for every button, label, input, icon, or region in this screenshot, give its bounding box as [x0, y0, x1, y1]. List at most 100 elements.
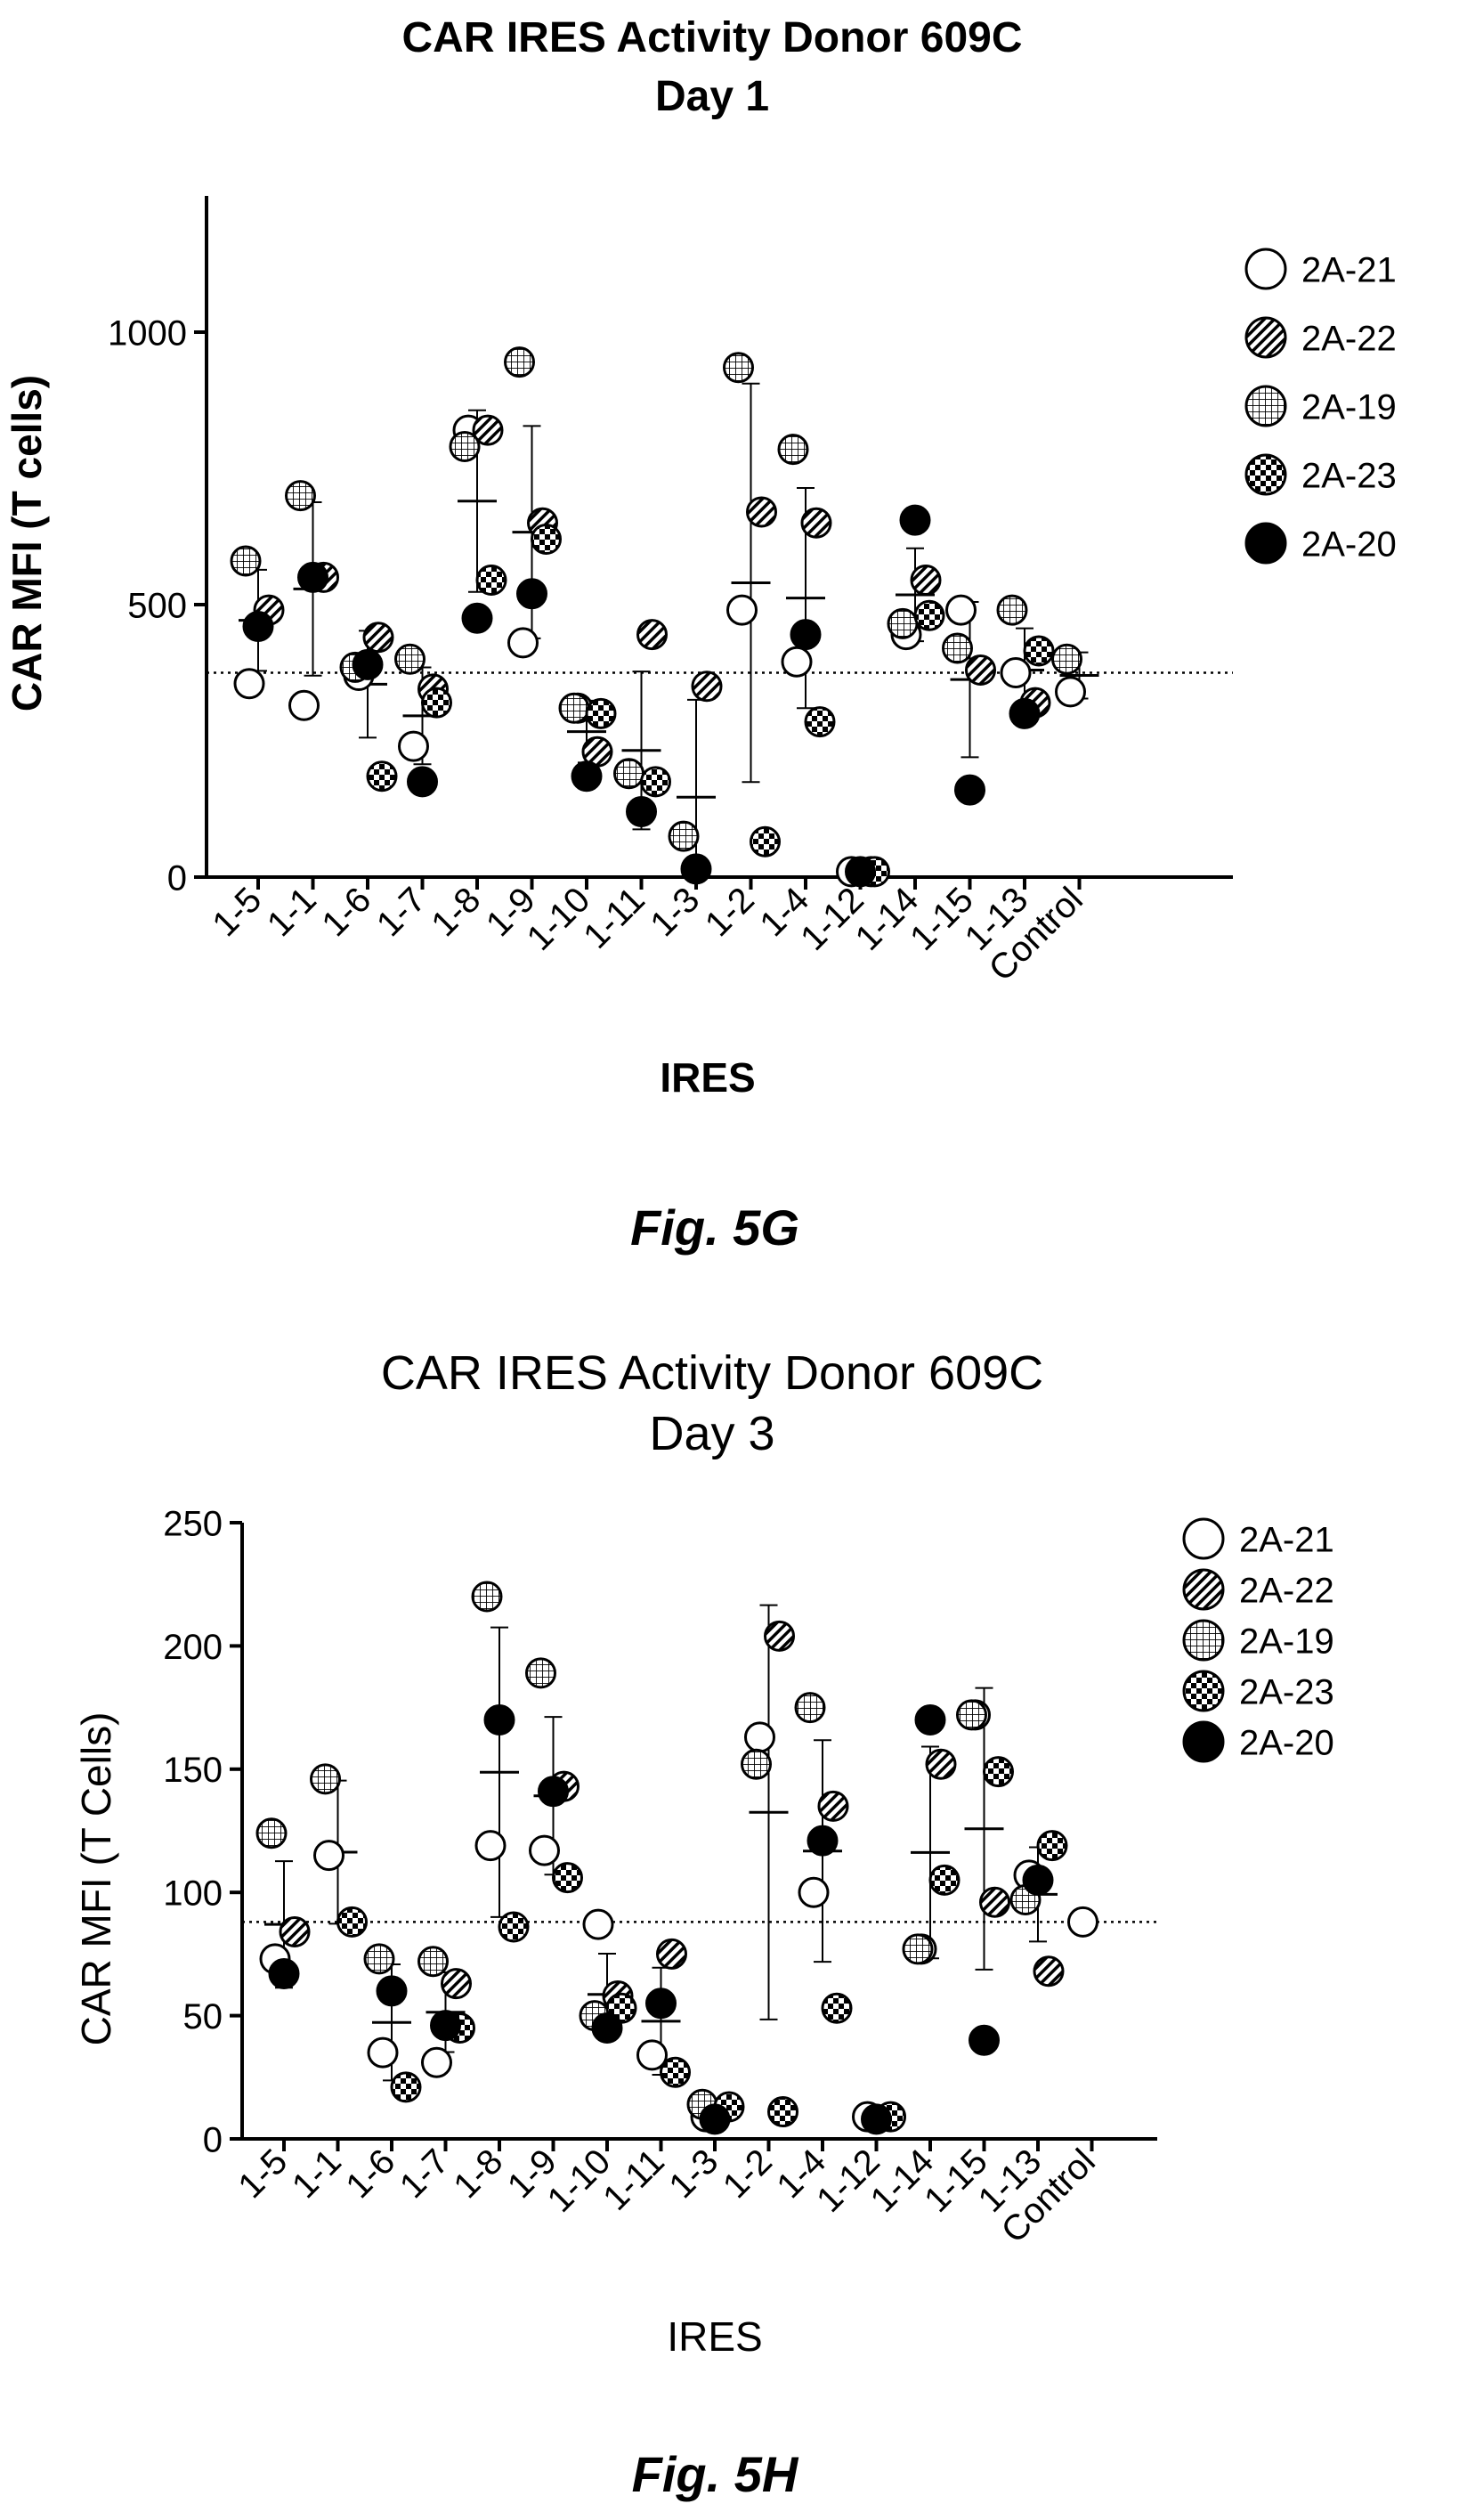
data-point-2A-23 [640, 766, 671, 798]
data-point-2A-19 [417, 1946, 449, 1978]
legend-label: 2A-23 [1301, 456, 1397, 495]
data-point-2A-23 [767, 2096, 798, 2128]
data-point-2A-20 [483, 1703, 515, 1736]
legend-marker-2A-21 [1182, 1517, 1225, 1560]
chart2-x-ticks: 1-51-11-61-71-81-91-101-111-31-21-41-121… [231, 2139, 1103, 2251]
chart2-y-label: CAR MFI (T Cells) [73, 1712, 119, 2046]
data-point-2A-20 [954, 774, 985, 806]
data-point-2A-19 [525, 1657, 556, 1689]
y-tick-label: 0 [167, 858, 187, 898]
legend-marker-2A-22 [1244, 316, 1287, 359]
y-tick-label: 250 [163, 1504, 223, 1543]
legend-label: 2A-19 [1239, 1622, 1334, 1661]
chart2-data-points [255, 1581, 1098, 2135]
chart1-subtitle: Day 1 [655, 73, 769, 120]
x-tick-label: 1-2 [716, 2142, 780, 2206]
data-point-2A-21 [313, 1840, 344, 1872]
legend-label: 2A-21 [1301, 250, 1397, 289]
data-point-2A-23 [390, 2071, 422, 2103]
y-tick-label: 200 [163, 1628, 223, 1667]
legend-marker-2A-23 [1244, 453, 1287, 496]
data-point-2A-19 [777, 434, 809, 466]
x-tick-label: 1-5 [205, 880, 269, 944]
data-point-2A-23 [552, 1862, 583, 1894]
data-point-2A-23 [421, 687, 452, 719]
legend-marker-2A-21 [1244, 248, 1287, 290]
chart1-title: CAR IRES Activity Donor 609C [401, 14, 1022, 61]
data-point-2A-19 [394, 643, 426, 675]
chart1-data-points [230, 346, 1099, 888]
data-point-2A-20 [407, 766, 438, 798]
y-tick-label: 1000 [108, 313, 187, 353]
data-point-2A-19 [942, 632, 973, 664]
legend-marker-2A-22 [1182, 1568, 1225, 1611]
chart1-x-ticks: 1-51-11-61-71-81-91-101-111-31-21-41-121… [205, 877, 1090, 989]
x-tick-label: 1-5 [231, 2142, 295, 2206]
x-tick-label: 1-1 [260, 880, 324, 944]
data-point-2A-19 [363, 1943, 395, 1975]
data-point-2A-20 [914, 1703, 946, 1736]
data-point-2A-23 [983, 1756, 1014, 1788]
data-point-2A-23 [1036, 1830, 1068, 1862]
data-point-2A-19 [902, 1933, 934, 1965]
data-point-2A-20 [1009, 697, 1041, 729]
legend-marker-2A-19 [1182, 1619, 1225, 1662]
data-point-2A-21 [1000, 657, 1032, 688]
data-point-2A-19 [1051, 643, 1082, 675]
data-point-2A-23 [913, 599, 945, 631]
chart2-subtitle: Day 3 [649, 1407, 774, 1460]
data-point-2A-21 [726, 594, 758, 626]
chart2-title: CAR IRES Activity Donor 609C [381, 1346, 1043, 1400]
data-point-2A-20 [790, 619, 822, 651]
data-point-2A-19 [741, 1748, 772, 1780]
y-tick-label: 0 [203, 2120, 223, 2159]
y-tick-label: 150 [163, 1751, 223, 1790]
x-tick-label: 1-7 [369, 880, 434, 944]
data-point-2A-22 [764, 1620, 795, 1652]
y-tick-label: 100 [163, 1874, 223, 1914]
data-point-2A-19 [723, 352, 754, 384]
data-point-2A-19 [996, 594, 1028, 626]
data-point-2A-23 [1023, 635, 1055, 667]
x-tick-label: 1-11 [596, 2142, 672, 2218]
data-point-2A-19 [558, 692, 590, 724]
data-point-2A-22 [910, 564, 942, 596]
figure-caption-5h: Fig. 5H [632, 2446, 799, 2502]
chart2-x-label: IRES [667, 2313, 762, 2360]
legend-label: 2A-20 [1239, 1723, 1334, 1762]
data-point-2A-22 [691, 671, 723, 703]
data-point-2A-20 [461, 602, 493, 634]
data-point-2A-23 [821, 1992, 853, 2024]
data-point-2A-19 [471, 1581, 503, 1613]
data-point-2A-22 [979, 1886, 1010, 1918]
data-point-2A-20 [807, 1825, 839, 1857]
legend-marker-2A-23 [1182, 1670, 1225, 1712]
data-point-2A-21 [636, 2039, 668, 2071]
data-point-2A-20 [645, 1988, 677, 2020]
data-point-2A-20 [352, 648, 384, 680]
data-point-2A-22 [279, 1915, 311, 1947]
data-point-2A-21 [744, 1721, 775, 1753]
data-point-2A-22 [746, 496, 777, 528]
data-point-2A-20 [1022, 1864, 1054, 1896]
data-point-2A-20 [571, 760, 603, 793]
data-point-2A-20 [376, 1975, 408, 2007]
data-point-2A-19 [285, 480, 316, 512]
data-point-2A-21 [781, 646, 813, 678]
x-tick-label: 1-6 [338, 2142, 402, 2206]
data-point-2A-23 [750, 825, 781, 858]
x-tick-label: 1-6 [314, 880, 378, 944]
chart-day3: CAR IRES Activity Donor 609C Day 3 0 50 10… [73, 1346, 1334, 2502]
legend-marker-2A-19 [1244, 385, 1287, 427]
data-point-2A-19 [794, 1692, 826, 1724]
chart-day1: CAR IRES Activity Donor 609C Day 1 0 500 1… [4, 14, 1397, 1256]
data-point-2A-20 [861, 2103, 892, 2135]
legend-label: 2A-22 [1239, 1571, 1334, 1610]
chart2-y-ticks: 0 50 100 150 200 250 [163, 1504, 242, 2159]
data-point-2A-22 [441, 1968, 472, 2000]
data-point-2A-19 [449, 431, 481, 463]
data-point-2A-20 [516, 578, 547, 610]
legend-label: 2A-21 [1239, 1520, 1334, 1559]
data-point-2A-21 [474, 1830, 507, 1862]
